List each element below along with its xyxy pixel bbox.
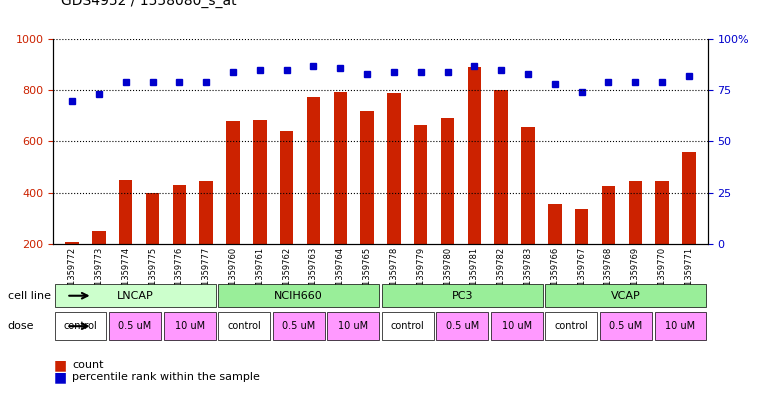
Text: 10 uM: 10 uM	[174, 321, 205, 331]
Bar	[307, 97, 320, 244]
FancyBboxPatch shape	[272, 312, 325, 340]
Bar	[387, 93, 400, 244]
Text: 10 uM: 10 uM	[665, 321, 696, 331]
Text: 10 uM: 10 uM	[501, 321, 532, 331]
Bar	[92, 231, 106, 244]
Bar	[441, 118, 454, 244]
Text: dose: dose	[8, 321, 34, 331]
Text: count: count	[72, 360, 103, 371]
Bar	[361, 111, 374, 244]
FancyBboxPatch shape	[109, 312, 161, 340]
Bar	[521, 127, 535, 244]
Text: cell line: cell line	[8, 291, 51, 301]
Bar	[629, 181, 642, 244]
FancyBboxPatch shape	[164, 312, 215, 340]
Text: VCAP: VCAP	[611, 291, 641, 301]
Text: percentile rank within the sample: percentile rank within the sample	[72, 372, 260, 382]
Bar	[575, 209, 588, 244]
Text: 0.5 uM: 0.5 uM	[282, 321, 315, 331]
Bar	[655, 181, 669, 244]
Bar	[548, 204, 562, 244]
Bar	[173, 185, 186, 244]
FancyBboxPatch shape	[436, 312, 489, 340]
Bar	[468, 67, 481, 244]
Bar	[683, 152, 696, 244]
FancyBboxPatch shape	[382, 312, 434, 340]
Bar	[65, 242, 78, 244]
Bar	[414, 125, 428, 244]
FancyBboxPatch shape	[218, 312, 270, 340]
FancyBboxPatch shape	[218, 284, 379, 307]
Bar	[199, 181, 213, 244]
FancyBboxPatch shape	[546, 284, 706, 307]
FancyBboxPatch shape	[600, 312, 652, 340]
Text: GDS4952 / 1558080_s_at: GDS4952 / 1558080_s_at	[61, 0, 237, 8]
FancyBboxPatch shape	[55, 284, 215, 307]
Text: ■: ■	[53, 370, 66, 384]
FancyBboxPatch shape	[327, 312, 379, 340]
FancyBboxPatch shape	[491, 312, 543, 340]
Bar	[280, 131, 293, 244]
FancyBboxPatch shape	[546, 312, 597, 340]
FancyBboxPatch shape	[654, 312, 706, 340]
Text: 0.5 uM: 0.5 uM	[610, 321, 642, 331]
Bar	[602, 186, 615, 244]
Text: control: control	[555, 321, 588, 331]
Text: control: control	[391, 321, 425, 331]
Text: PC3: PC3	[451, 291, 473, 301]
Text: control: control	[228, 321, 261, 331]
FancyBboxPatch shape	[55, 312, 107, 340]
Bar	[119, 180, 132, 244]
Bar	[146, 193, 159, 244]
FancyBboxPatch shape	[382, 284, 543, 307]
Bar	[226, 121, 240, 244]
Text: 0.5 uM: 0.5 uM	[119, 321, 151, 331]
Text: ■: ■	[53, 358, 66, 373]
Bar	[253, 120, 266, 244]
Text: 10 uM: 10 uM	[338, 321, 368, 331]
Bar	[333, 92, 347, 244]
Text: control: control	[64, 321, 97, 331]
Text: NCIH660: NCIH660	[274, 291, 323, 301]
Bar	[495, 90, 508, 244]
Text: LNCAP: LNCAP	[116, 291, 154, 301]
Text: 0.5 uM: 0.5 uM	[446, 321, 479, 331]
